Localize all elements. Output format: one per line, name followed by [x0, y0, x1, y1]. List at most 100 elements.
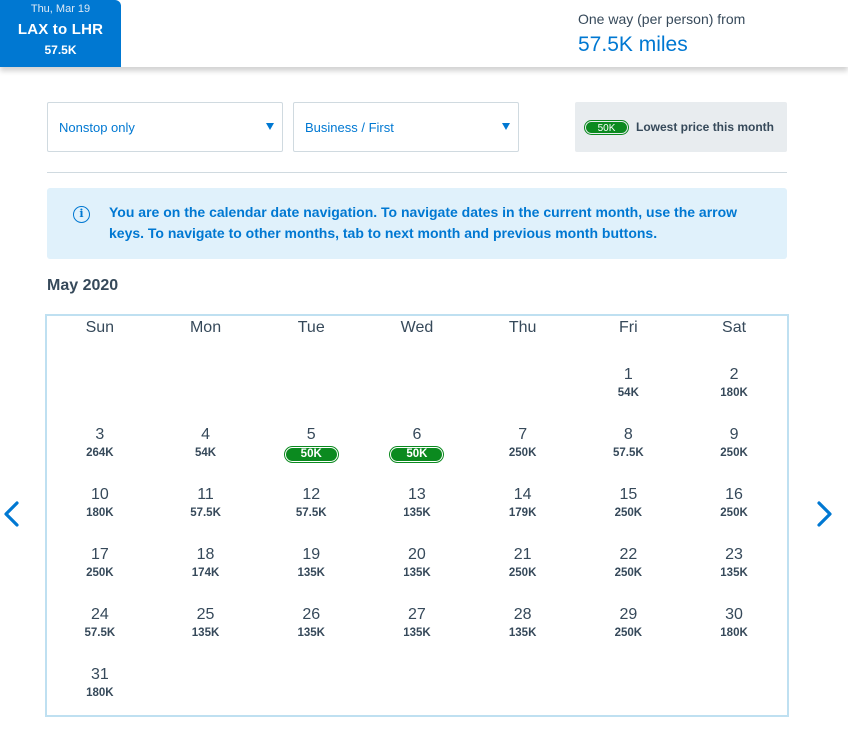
selected-price: 57.5K: [44, 43, 77, 57]
calendar-day[interactable]: 7 250K: [470, 426, 576, 482]
divider: [47, 172, 787, 173]
day-number: 11: [197, 486, 214, 503]
calendar-day[interactable]: 24 57.5K: [47, 606, 153, 662]
stops-select[interactable]: Nonstop only: [47, 102, 283, 152]
calendar-day[interactable]: 14 179K: [470, 486, 576, 542]
caret-down-icon: [502, 123, 510, 130]
cabin-select-value: Business / First: [305, 120, 394, 135]
calendar-day[interactable]: 16 250K: [681, 486, 787, 542]
calendar-day[interactable]: 10 180K: [47, 486, 153, 542]
calendar-day[interactable]: 27 135K: [364, 606, 470, 662]
calendar-day[interactable]: 22 250K: [576, 546, 682, 602]
calendar-day[interactable]: 3 264K: [47, 426, 153, 482]
calendar-day[interactable]: 28 135K: [470, 606, 576, 662]
day-price: 135K: [403, 567, 431, 579]
calendar-day[interactable]: 29 250K: [576, 606, 682, 662]
lowest-price-legend: 50K Lowest price this month: [575, 102, 787, 152]
day-number: 9: [729, 426, 739, 443]
calendar-day[interactable]: 5 50K: [258, 426, 364, 482]
day-price: 180K: [720, 387, 748, 399]
fare-header: Thu, Mar 19 LAX to LHR 57.5K One way (pe…: [0, 0, 848, 67]
calendar-day[interactable]: 9 250K: [681, 426, 787, 482]
day-price: 135K: [191, 627, 220, 639]
day-number: 6: [412, 426, 422, 443]
day-number: 3: [95, 426, 105, 443]
weekday-header: Sun: [85, 319, 115, 336]
day-number: 28: [513, 606, 532, 623]
calendar-day[interactable]: 25 135K: [153, 606, 259, 662]
calendar-day[interactable]: 31 180K: [47, 666, 153, 722]
day-price: 57.5K: [84, 627, 116, 639]
calendar-day[interactable]: 8 57.5K: [576, 426, 682, 482]
day-number: 18: [196, 546, 215, 563]
calendar-day[interactable]: 30 180K: [681, 606, 787, 662]
day-price: 135K: [720, 567, 748, 579]
legend-label: Lowest price this month: [636, 120, 775, 134]
calendar-day[interactable]: 19 135K: [258, 546, 364, 602]
calendar-day[interactable]: 26 135K: [258, 606, 364, 662]
calendar-day[interactable]: 15 250K: [576, 486, 682, 542]
day-number: 17: [90, 546, 109, 563]
day-number: 21: [513, 546, 532, 563]
stops-select-value: Nonstop only: [59, 120, 135, 135]
day-number: 2: [729, 366, 739, 383]
calendar-day[interactable]: 11 57.5K: [153, 486, 259, 542]
info-icon: i: [73, 206, 90, 223]
day-price: 250K: [720, 507, 748, 519]
day-price: 180K: [86, 507, 114, 519]
calendar-day[interactable]: 18 174K: [153, 546, 259, 602]
day-number: 12: [302, 486, 321, 503]
calendar-day[interactable]: 1 54K: [576, 366, 682, 422]
selected-route: LAX to LHR: [17, 21, 104, 38]
calendar-day[interactable]: 20 135K: [364, 546, 470, 602]
selected-date: Thu, Mar 19: [30, 3, 91, 15]
day-price: 250K: [508, 447, 537, 459]
day-number: 24: [90, 606, 109, 623]
day-number: 31: [90, 666, 109, 683]
day-number: 22: [619, 546, 638, 563]
day-price: 180K: [720, 627, 748, 639]
day-price: 54K: [194, 447, 217, 459]
weekday-header: Thu: [508, 319, 537, 336]
day-number: 8: [623, 426, 633, 443]
day-price: 54K: [617, 387, 639, 399]
day-price: 57.5K: [190, 507, 221, 519]
selected-date-tab[interactable]: Thu, Mar 19 LAX to LHR 57.5K: [0, 0, 121, 67]
day-price: 135K: [508, 627, 537, 639]
day-number: 27: [408, 606, 426, 623]
day-price: 264K: [86, 447, 114, 459]
lowest-price-badge: 50K: [284, 447, 338, 462]
fare-value: 57.5K miles: [578, 33, 688, 56]
chevron-right-icon[interactable]: [814, 500, 834, 528]
day-number: 30: [725, 606, 743, 623]
caret-down-icon: [266, 123, 274, 130]
day-number: 19: [302, 546, 321, 563]
month-title: May 2020: [47, 277, 119, 294]
day-price: 250K: [614, 627, 643, 639]
day-number: 5: [306, 426, 316, 443]
day-price: 57.5K: [295, 507, 327, 519]
calendar-day[interactable]: 23 135K: [681, 546, 787, 602]
day-price: 135K: [403, 507, 431, 519]
chevron-left-icon[interactable]: [2, 500, 22, 528]
calendar-day[interactable]: 4 54K: [153, 426, 259, 482]
weekday-header: Sat: [722, 319, 747, 336]
calendar-day[interactable]: 21 250K: [470, 546, 576, 602]
weekday-header: Fri: [619, 319, 638, 336]
calendar-day[interactable]: 13 135K: [364, 486, 470, 542]
day-price: 250K: [614, 507, 643, 519]
calendar-day[interactable]: 12 57.5K: [258, 486, 364, 542]
calendar-day[interactable]: 17 250K: [47, 546, 153, 602]
weekday-header: Wed: [400, 319, 434, 336]
calendar-day[interactable]: 6 50K: [364, 426, 470, 482]
day-number: 14: [513, 486, 532, 503]
info-banner: i You are on the calendar date navigatio…: [47, 188, 787, 259]
cabin-select[interactable]: Business / First: [293, 102, 519, 152]
weekday-header: Mon: [189, 319, 222, 336]
day-price: 250K: [508, 567, 537, 579]
day-price: 180K: [86, 687, 114, 699]
day-number: 20: [408, 546, 426, 563]
day-price: 250K: [614, 567, 643, 579]
day-number: 29: [619, 606, 638, 623]
calendar-day[interactable]: 2 180K: [681, 366, 787, 422]
